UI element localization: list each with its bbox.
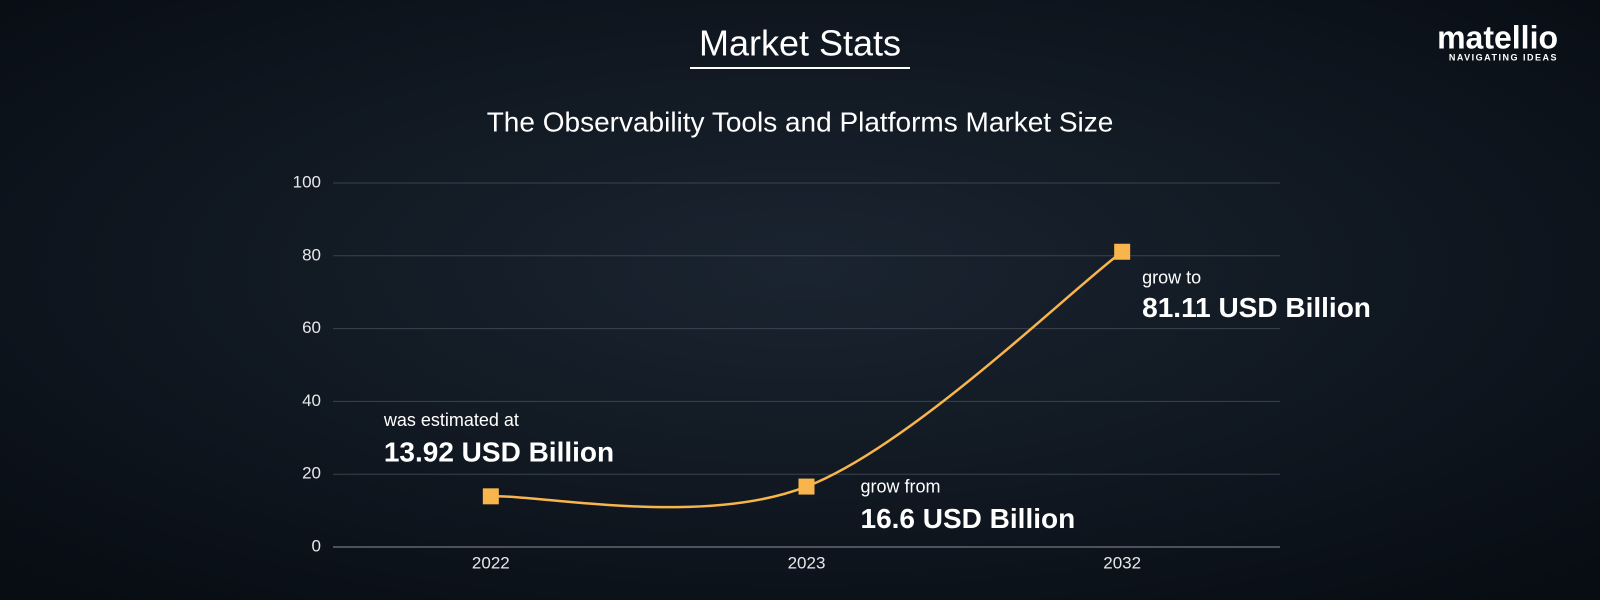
x-tick-label: 2032 bbox=[1103, 553, 1141, 572]
y-tick-label: 60 bbox=[302, 318, 321, 337]
point-marker bbox=[1114, 243, 1131, 260]
y-tick-label: 40 bbox=[302, 391, 321, 410]
chart-title: Market Stats bbox=[699, 23, 901, 64]
x-tick-label: 2022 bbox=[472, 553, 510, 572]
annotation: was estimated at bbox=[383, 410, 519, 430]
y-tick-label: 100 bbox=[293, 172, 321, 191]
y-tick-label: 80 bbox=[302, 245, 321, 264]
value-label: 13.92 USD Billion bbox=[384, 437, 614, 468]
annotation: grow from bbox=[861, 476, 941, 496]
value-label: 81.11 USD Billion bbox=[1142, 292, 1371, 323]
x-tick-label: 2023 bbox=[788, 553, 826, 572]
y-tick-label: 0 bbox=[312, 536, 321, 555]
brand-tagline: NAVIGATING IDEAS bbox=[1449, 52, 1558, 62]
y-tick-label: 20 bbox=[302, 464, 321, 483]
annotation: grow to bbox=[1142, 268, 1201, 288]
chart-subtitle: The Observability Tools and Platforms Ma… bbox=[487, 106, 1114, 137]
point-marker bbox=[482, 488, 499, 505]
value-label: 16.6 USD Billion bbox=[861, 503, 1076, 534]
point-marker bbox=[798, 478, 815, 495]
brand-logo: matellio bbox=[1437, 19, 1558, 55]
